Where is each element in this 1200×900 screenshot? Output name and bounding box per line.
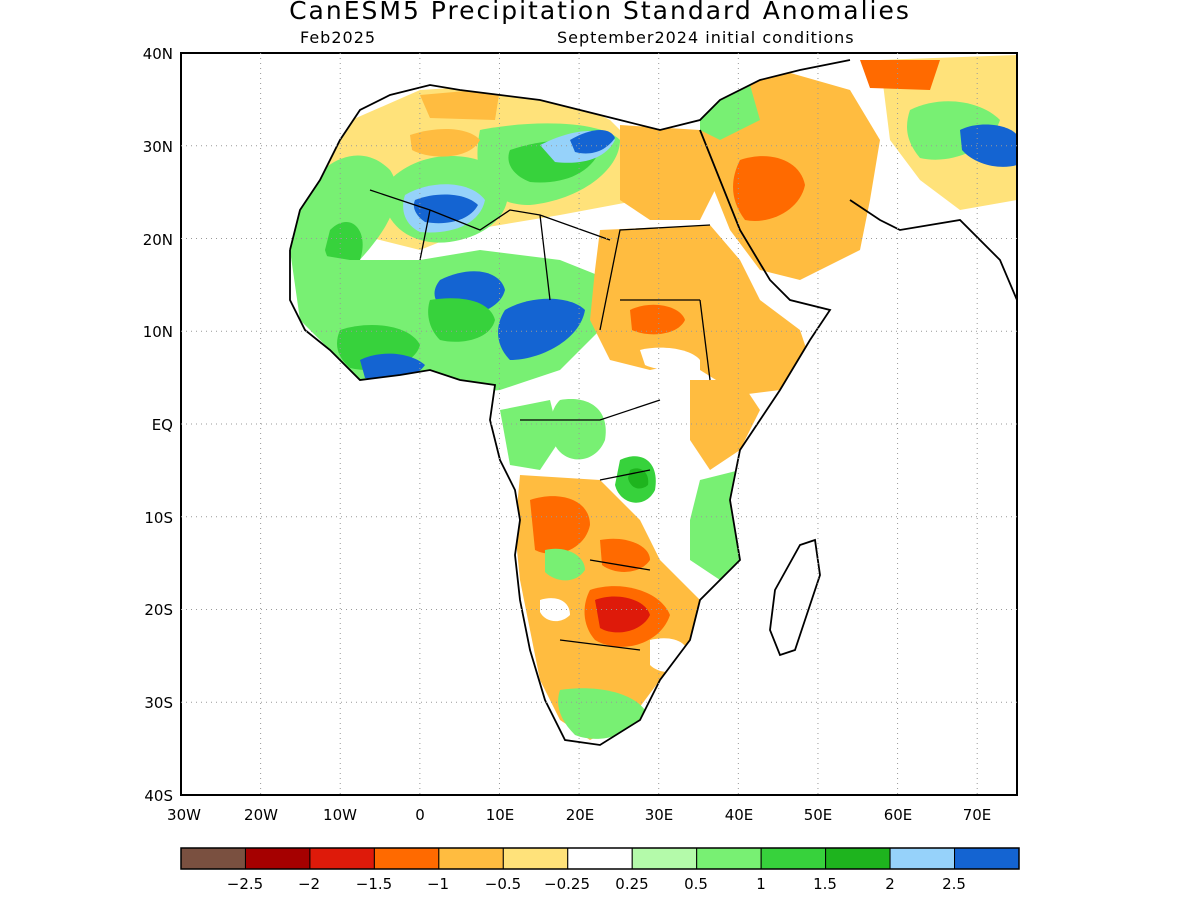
- longitude-axis: 30W 20W 10W 0 10E 20E 30E 40E 50E 60E 70…: [167, 806, 991, 824]
- lat-tick-label: 40S: [144, 787, 173, 805]
- lon-tick-label: 40E: [725, 806, 754, 824]
- map-title: CanESM5 Precipitation Standard Anomalies: [289, 0, 911, 25]
- lon-tick-label: 10E: [486, 806, 515, 824]
- colorbar-label: −0.25: [544, 875, 590, 893]
- lon-tick-label: 60E: [884, 806, 913, 824]
- colorbar-swatch: [373, 847, 440, 870]
- lat-tick-label: EQ: [152, 416, 173, 434]
- colorbar-swatch: [760, 847, 827, 870]
- colorbar-swatch: [180, 847, 246, 870]
- lon-tick-label: 70E: [963, 806, 992, 824]
- initial-conditions-label: September2024 initial conditions: [557, 28, 855, 47]
- colorbar-label: −2: [298, 875, 320, 893]
- valid-month: Feb2025: [300, 28, 377, 47]
- colorbar-labels: −2.5 −2 −1.5 −1 −0.5 −0.25 0.25 0.5 1 1.…: [227, 875, 966, 893]
- lat-tick-label: 10S: [144, 509, 173, 527]
- lat-tick-label: 40N: [143, 45, 173, 63]
- lon-tick-label: 0: [415, 806, 425, 824]
- colorbar-swatch: [825, 847, 891, 870]
- colorbar-label: 0.5: [684, 875, 708, 893]
- colorbar-swatch: [889, 847, 956, 870]
- lat-tick-label: 20S: [144, 601, 173, 619]
- lat-tick-label: 10N: [143, 323, 173, 341]
- lat-tick-label: 20N: [143, 231, 173, 249]
- colorbar-frame: [180, 847, 1020, 870]
- colorbar-swatch: [309, 847, 375, 870]
- colorbar-swatch: [244, 847, 311, 870]
- central-africa-anomalies: [500, 380, 760, 580]
- colorbar-label: 1.5: [813, 875, 837, 893]
- graticule: [181, 53, 1017, 795]
- lon-tick-label: 20E: [566, 806, 595, 824]
- colorbar-swatch: [567, 847, 633, 870]
- coastlines: [181, 53, 1017, 795]
- colorbar-swatch: [631, 847, 698, 870]
- lat-tick-label: 30N: [143, 138, 173, 156]
- colorbar-label: −0.5: [485, 875, 521, 893]
- colorbar-label: −1.5: [356, 875, 392, 893]
- colorbar-swatch: [438, 847, 504, 870]
- colorbar-swatches: [180, 847, 1020, 870]
- colorbar-label: 1: [756, 875, 766, 893]
- lon-tick-label: 30E: [645, 806, 674, 824]
- lat-tick-label: 30S: [144, 694, 173, 712]
- colorbar: −2.5 −2 −1.5 −1 −0.5 −0.25 0.25 0.5 1 1.…: [180, 847, 1020, 893]
- southern-africa-anomalies: [515, 475, 700, 740]
- colorbar-label: 2: [885, 875, 895, 893]
- anomaly-field: [290, 55, 1017, 740]
- colorbar-swatch: [502, 847, 569, 870]
- colorbar-swatch: [696, 847, 762, 870]
- latitude-axis: 40N 30N 20N 10N EQ 10S 20S 30S 40S: [143, 45, 173, 805]
- colorbar-label: −1: [427, 875, 449, 893]
- colorbar-label: −2.5: [227, 875, 263, 893]
- lon-tick-label: 30W: [167, 806, 201, 824]
- sahel-anomalies: [290, 225, 810, 395]
- colorbar-label: 0.25: [615, 875, 648, 893]
- lon-tick-label: 50E: [804, 806, 833, 824]
- north-africa-anomalies: [290, 55, 720, 281]
- lon-tick-label: 10W: [323, 806, 357, 824]
- lon-tick-label: 20W: [244, 806, 278, 824]
- colorbar-swatch: [954, 847, 1020, 870]
- middle-east-anomalies: [700, 55, 1017, 280]
- colorbar-label: 2.5: [942, 875, 966, 893]
